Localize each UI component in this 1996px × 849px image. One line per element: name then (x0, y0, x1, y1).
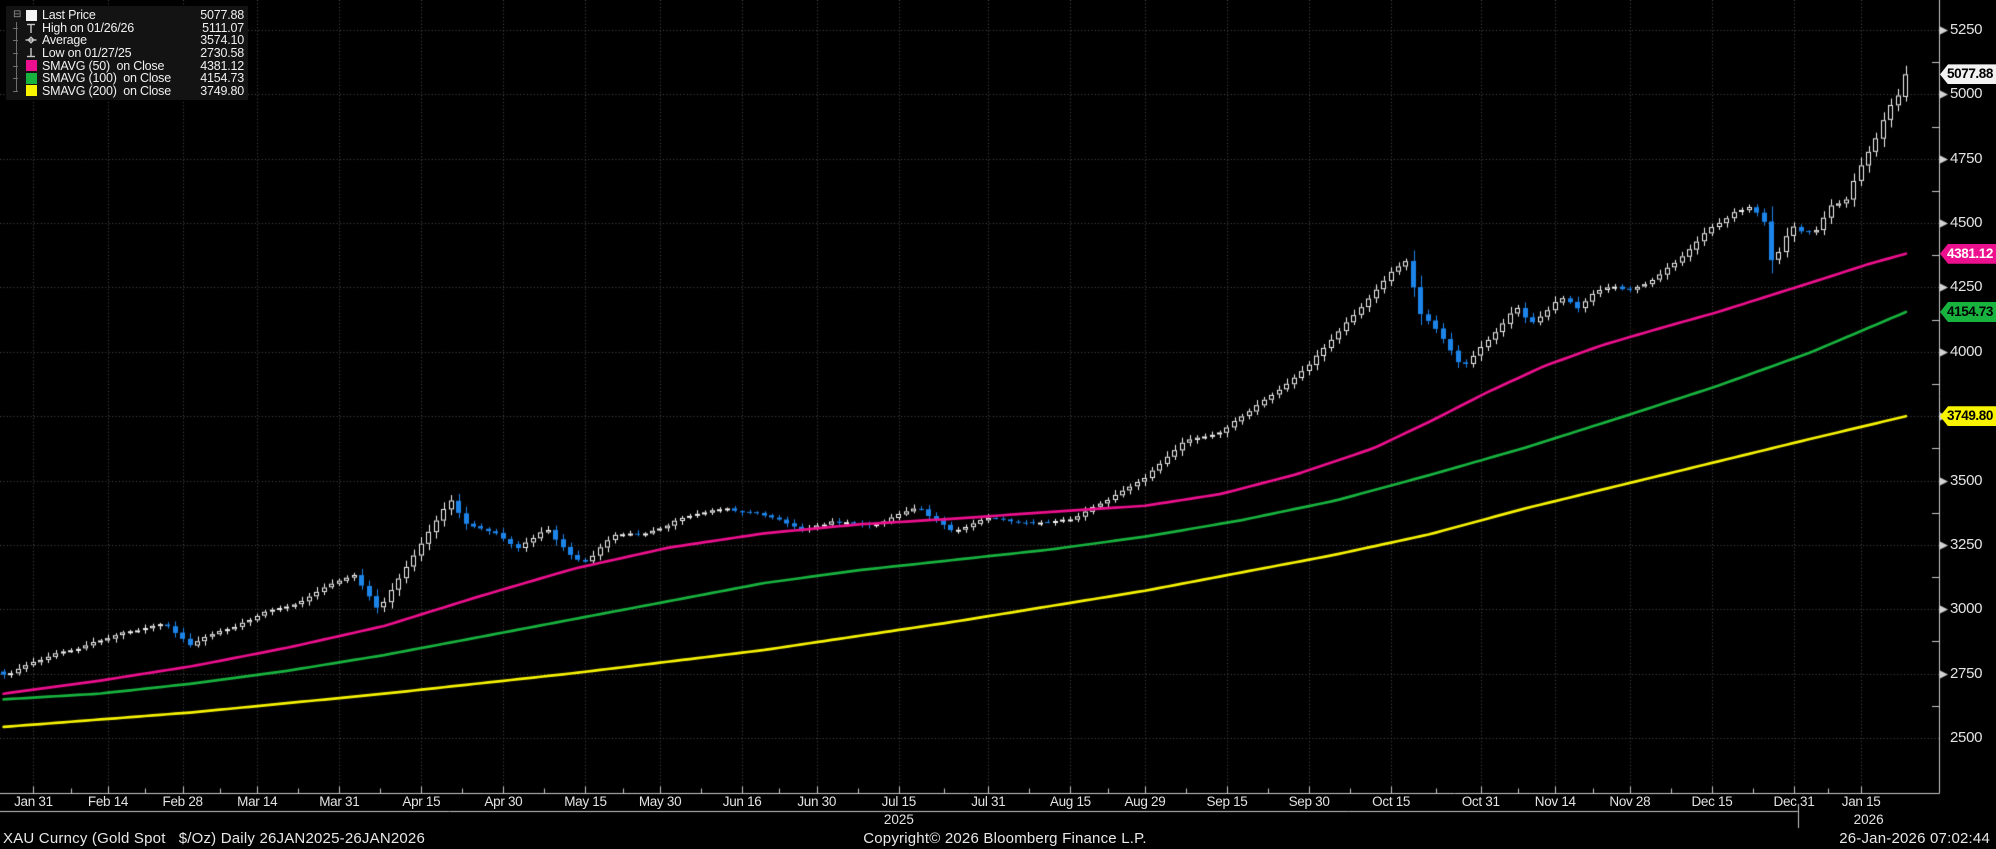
x-axis-tick-label: May 15 (564, 794, 607, 809)
x-axis-tick-label: Jun 16 (722, 794, 762, 809)
x-axis-tick-label: Feb 14 (87, 794, 129, 809)
y-axis-tick-label: 3000 (1950, 600, 1983, 618)
x-axis-tick-label: Oct 31 (1461, 794, 1500, 809)
year-label: 2026 (1853, 812, 1884, 827)
x-axis-tick-label: Dec 31 (1773, 794, 1815, 809)
y-axis-tick-label: 4250 (1950, 278, 1983, 296)
smavg50-tag: 4381.12 (1940, 243, 1996, 264)
legend-label: Low on 01/27/25 (42, 46, 132, 61)
x-axis-tick-label: Nov 28 (1609, 794, 1651, 809)
y-axis-tick-label: 2750 (1950, 664, 1983, 682)
legend-expander-icon[interactable]: ⊟ (13, 9, 22, 20)
legend-value: 4381.12 (200, 58, 244, 73)
x-axis-tick-label: Nov 14 (1534, 794, 1576, 809)
x-axis-tick-label: Jun 30 (797, 794, 837, 809)
legend-value: 4154.73 (200, 71, 244, 86)
series-color-swatch-icon (25, 9, 37, 21)
status-bar: XAU Curncy (Gold Spot $/Oz) Daily 26JAN2… (0, 830, 1996, 849)
legend-value: 5111.07 (202, 20, 244, 35)
chart-legend[interactable]: ⊟ Last Price 5077.88 High on 01/26/26 5111.0… (6, 6, 248, 101)
avg-marker-icon (25, 34, 37, 46)
legend-value: 5077.88 (200, 8, 244, 23)
y-axis-tick-label: 4500 (1950, 214, 1983, 232)
legend-value: 3574.10 (200, 33, 244, 48)
series-color-swatch-icon (25, 72, 37, 84)
chart-title: XAU Curncy (Gold Spot $/Oz) Daily 26JAN2… (3, 830, 426, 847)
legend-value: 3749.80 (200, 83, 244, 98)
x-axis-tick-label: Mar 14 (237, 794, 278, 809)
x-axis-tick-label: Sep 15 (1206, 794, 1248, 809)
x-axis-tick-label: Jan 31 (14, 794, 53, 809)
y-axis-tick-label: 2500 (1950, 729, 1983, 746)
legend-row-last-price[interactable]: ⊟ Last Price 5077.88 (8, 8, 244, 23)
legend-row-average[interactable]: Average 3574.10 (8, 33, 244, 48)
x-axis-tick-label: Aug 29 (1124, 794, 1166, 809)
series-color-swatch-icon (25, 60, 37, 72)
y-axis-tick-label: 4750 (1950, 149, 1983, 167)
legend-row-smavg-100-on-close[interactable]: SMAVG (100) on Close 4154.73 (8, 71, 244, 86)
legend-tree-stub (8, 22, 25, 35)
legend-row-smavg-50-on-close[interactable]: SMAVG (50) on Close 4381.12 (8, 58, 244, 73)
x-axis-tick-label: Dec 15 (1691, 794, 1733, 809)
legend-label: High on 01/26/26 (42, 20, 135, 35)
legend-label: Average (42, 33, 87, 48)
year-label: 2025 (883, 812, 914, 827)
legend-tree-stub (8, 85, 25, 98)
timestamp: 26-Jan-2026 07:02:44 (1839, 830, 1990, 847)
legend-tree-stub (8, 72, 25, 85)
x-axis-tick-label: Aug 15 (1049, 794, 1091, 809)
x-axis-tick-label: Mar 31 (319, 794, 360, 809)
low-marker-icon (25, 47, 37, 59)
legend-tree-stub (8, 34, 25, 47)
y-axis-tick-label: 3500 (1950, 471, 1983, 489)
legend-label: SMAVG (100) on Close (42, 71, 171, 86)
legend-label: SMAVG (200) on Close (42, 83, 171, 98)
x-axis-tick-label: May 30 (638, 794, 682, 809)
y-axis-tick-label: 4000 (1950, 342, 1983, 360)
series-color-swatch-icon (25, 85, 37, 97)
legend-label: SMAVG (50) on Close (42, 58, 165, 73)
x-axis-tick-label: Jul 15 (881, 794, 917, 809)
legend-row-smavg-200-on-close[interactable]: SMAVG (200) on Close 3749.80 (8, 83, 244, 98)
last-price-tag: 5077.88 (1940, 64, 1996, 85)
copyright-text: Copyright© 2026 Bloomberg Finance L.P. (863, 830, 1147, 847)
legend-label: Last Price (42, 8, 96, 23)
x-axis-tick-label: Apr 15 (402, 794, 441, 809)
x-axis-tick-label: Sep 30 (1288, 794, 1330, 809)
y-axis-tick-label: 5250 (1950, 21, 1983, 38)
legend-tree-stub (8, 47, 25, 60)
smavg100-tag: 4154.73 (1940, 301, 1996, 322)
legend-row-low-on-01-27-25[interactable]: Low on 01/27/25 2730.58 (8, 46, 244, 61)
legend-value: 2730.58 (200, 46, 244, 61)
x-axis-tick-label: Oct 15 (1372, 794, 1411, 809)
high-marker-icon (25, 22, 37, 34)
legend-row-high-on-01-26-26[interactable]: High on 01/26/26 5111.07 (8, 20, 244, 35)
y-axis-tick-label: 3250 (1950, 535, 1983, 553)
x-axis-tick-label: Jul 31 (971, 794, 1006, 809)
x-axis-tick-label: Jan 15 (1841, 794, 1881, 809)
y-axis-tick-label: 5000 (1950, 85, 1983, 103)
legend-tree-stub (8, 59, 25, 72)
smavg200-tag: 3749.80 (1940, 406, 1996, 427)
legend-tree-line (16, 22, 17, 92)
x-axis-tick-label: Feb 28 (162, 794, 204, 809)
x-axis-tick-label: Apr 30 (484, 794, 523, 809)
